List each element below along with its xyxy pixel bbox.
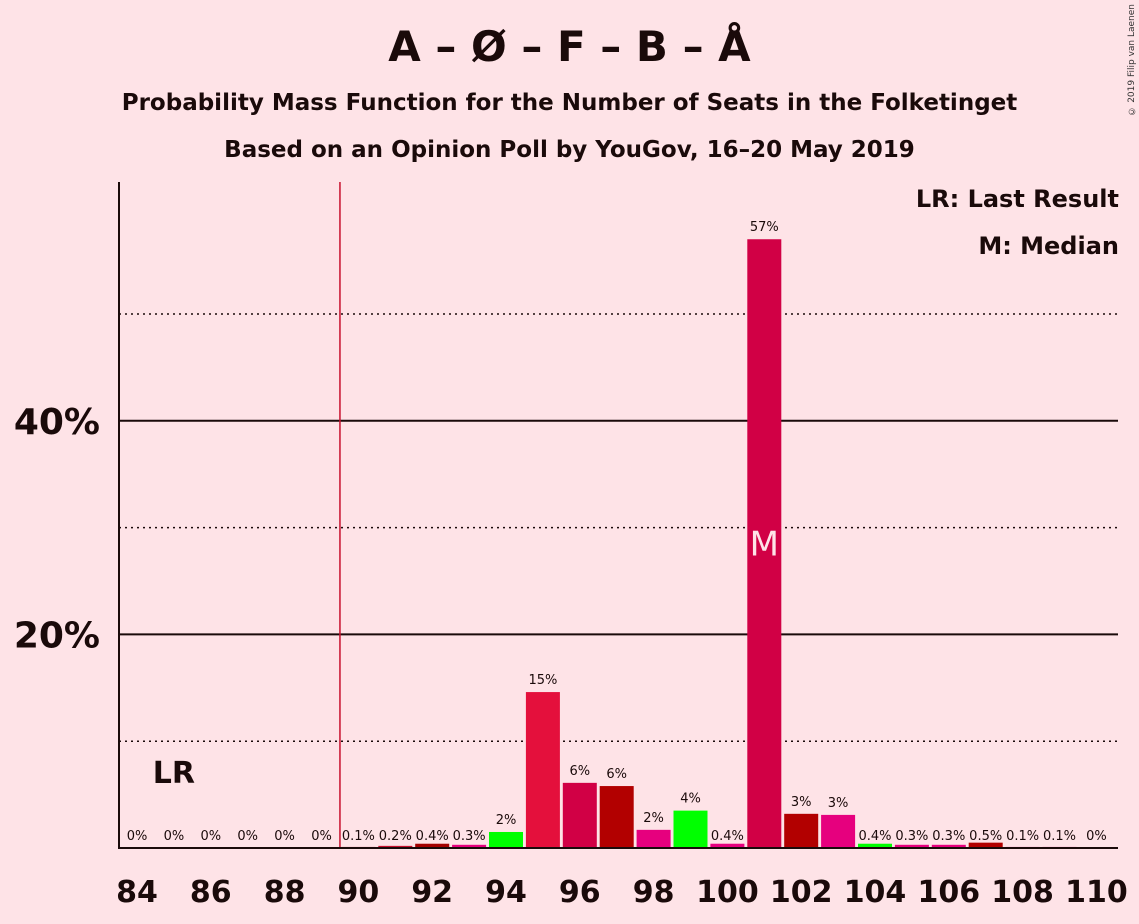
x-tick-label: 98 bbox=[633, 875, 675, 910]
bar-106 bbox=[931, 844, 966, 848]
bar-107 bbox=[968, 842, 1003, 848]
x-tick-label: 96 bbox=[559, 875, 601, 910]
bar-value-label: 6% bbox=[569, 764, 590, 779]
bar-92 bbox=[415, 843, 450, 848]
x-tick-label: 110 bbox=[1065, 875, 1128, 910]
legend-median: M: Median bbox=[978, 232, 1119, 260]
bar-value-label: 0.1% bbox=[342, 829, 375, 844]
chart-subtitle: Probability Mass Function for the Number… bbox=[121, 90, 1018, 116]
bar-value-label: 0.5% bbox=[969, 829, 1002, 844]
chart-subtitle-poll: Based on an Opinion Poll by YouGov, 16–2… bbox=[224, 137, 915, 163]
bar-99 bbox=[673, 810, 708, 848]
bar-91 bbox=[378, 845, 413, 848]
bar-value-label: 0.3% bbox=[453, 829, 486, 844]
bar-100 bbox=[710, 843, 745, 848]
bar-105 bbox=[894, 844, 929, 848]
bar-value-label: 2% bbox=[643, 811, 664, 826]
y-tick-label: 40% bbox=[14, 402, 100, 443]
bar-93 bbox=[452, 844, 487, 848]
x-tick-label: 86 bbox=[190, 875, 232, 910]
bar-value-label: 0% bbox=[164, 829, 185, 844]
bar-value-label: 0.4% bbox=[711, 829, 744, 844]
bar-value-label: 0% bbox=[311, 829, 332, 844]
bars bbox=[341, 239, 1077, 849]
bar-value-label: 0.3% bbox=[895, 829, 928, 844]
bar-102 bbox=[784, 813, 819, 848]
x-tick-label: 104 bbox=[844, 875, 907, 910]
bar-value-label: 2% bbox=[496, 813, 517, 828]
bar-103 bbox=[821, 814, 856, 848]
bar-labels: 0% 0% 0% 0% 0% 0% 0.1% 0.2% 0.4% 0.3% 2% 15% 6% 6% 2% 4… bbox=[127, 220, 1107, 844]
bar-value-label: 0% bbox=[127, 829, 148, 844]
bar-value-label: 0.2% bbox=[379, 829, 412, 844]
bar-value-label: 4% bbox=[680, 792, 701, 807]
copyright-credit: © 2019 Filip van Laenen bbox=[1127, 4, 1137, 116]
bar-value-label: 15% bbox=[528, 673, 557, 688]
tick-labels: 84 86 88 90 92 94 96 98 100 102 104 106 108 110 20% 40% bbox=[14, 402, 1128, 910]
bar-98 bbox=[636, 829, 671, 848]
x-tick-label: 102 bbox=[770, 875, 833, 910]
legend-last-result: LR: Last Result bbox=[915, 185, 1119, 213]
x-tick-label: 94 bbox=[485, 875, 527, 910]
bar-value-label: 0% bbox=[237, 829, 258, 844]
bar-97 bbox=[599, 786, 634, 848]
bar-95 bbox=[525, 692, 560, 848]
bar-104 bbox=[858, 843, 892, 848]
chart-title: A – Ø – F – B – Å bbox=[388, 22, 751, 71]
bar-94 bbox=[489, 831, 523, 848]
last-result-marker: LR bbox=[153, 756, 195, 791]
bar-value-label: 0.3% bbox=[932, 829, 965, 844]
x-tick-label: 92 bbox=[411, 875, 453, 910]
bar-value-label: 0.1% bbox=[1043, 829, 1076, 844]
axes bbox=[118, 182, 1118, 849]
x-tick-label: 84 bbox=[116, 875, 158, 910]
median-marker: M bbox=[750, 525, 779, 565]
x-tick-label: 108 bbox=[991, 875, 1054, 910]
y-tick-label: 20% bbox=[14, 615, 100, 656]
bar-value-label: 57% bbox=[750, 220, 779, 235]
bar-value-label: 0.4% bbox=[858, 829, 891, 844]
bar-value-label: 0.4% bbox=[416, 829, 449, 844]
x-tick-label: 90 bbox=[338, 875, 380, 910]
bar-value-label: 0.1% bbox=[1006, 829, 1039, 844]
bar-value-label: 3% bbox=[791, 795, 812, 810]
bar-value-label: 0% bbox=[200, 829, 221, 844]
bar-value-label: 0% bbox=[274, 829, 295, 844]
bar-96 bbox=[562, 782, 597, 848]
bar-101 bbox=[747, 239, 782, 849]
bar-value-label: 3% bbox=[828, 796, 849, 811]
x-tick-label: 88 bbox=[264, 875, 306, 910]
bar-value-label: 0% bbox=[1086, 829, 1107, 844]
x-tick-label: 100 bbox=[696, 875, 759, 910]
x-tick-label: 106 bbox=[917, 875, 980, 910]
bar-value-label: 6% bbox=[606, 767, 627, 782]
gridlines bbox=[119, 182, 1118, 848]
